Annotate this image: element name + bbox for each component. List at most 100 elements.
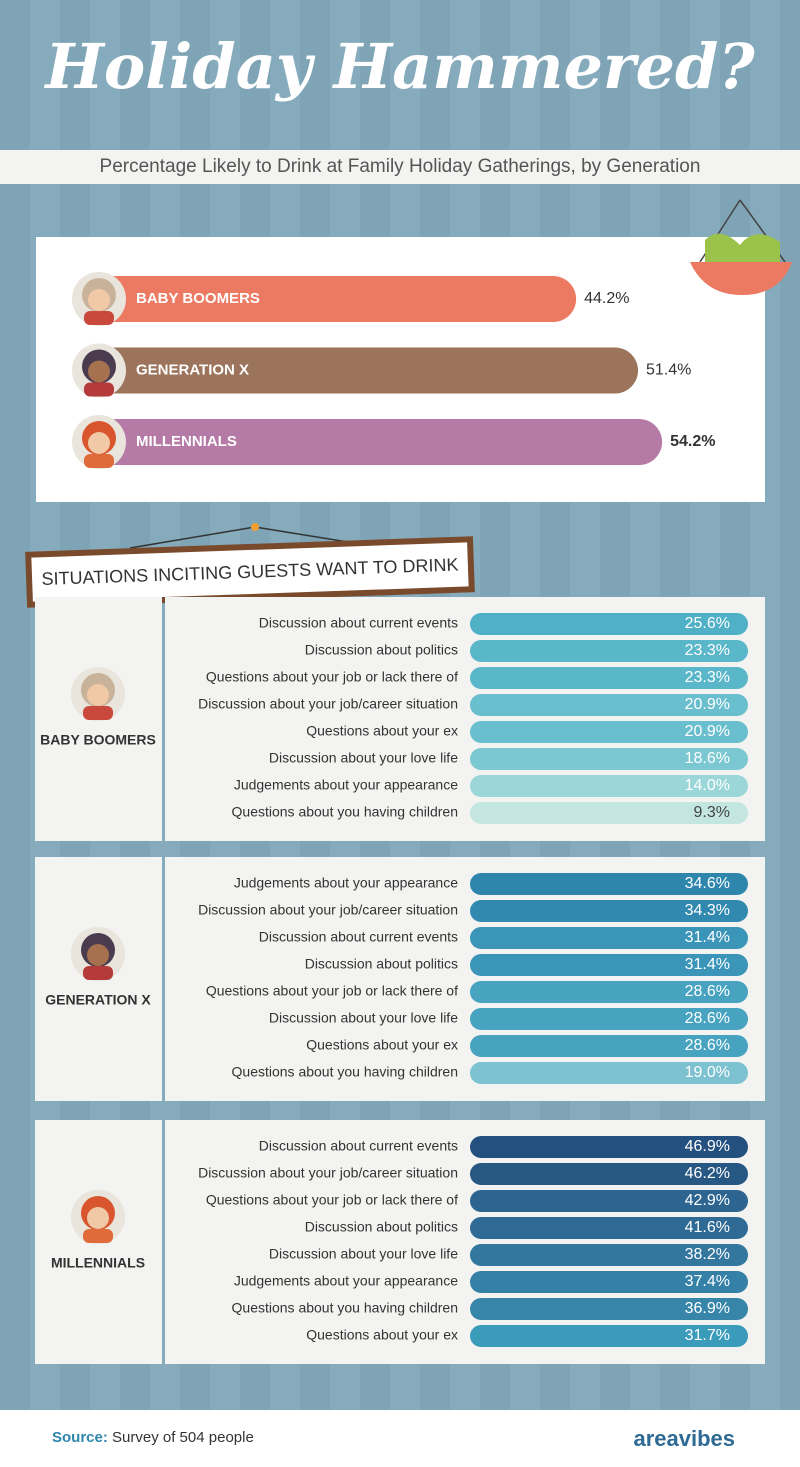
row-value: 19.0% xyxy=(685,1064,730,1081)
row-pill xyxy=(470,1271,748,1293)
panel-box xyxy=(165,857,765,1101)
row-value: 23.3% xyxy=(685,669,730,686)
avatar-face xyxy=(88,289,110,311)
row-label: Discussion about politics xyxy=(305,642,458,658)
row-pill xyxy=(470,1062,748,1084)
row-value: 23.3% xyxy=(685,642,730,659)
source-text: Survey of 504 people xyxy=(112,1429,254,1446)
row-pill xyxy=(470,613,748,635)
avatar xyxy=(71,667,125,721)
row-label: Questions about your job or lack there o… xyxy=(206,983,458,999)
row-value: 37.4% xyxy=(685,1273,730,1290)
row-pill xyxy=(470,1244,748,1266)
subtitle: Percentage Likely to Drink at Family Hol… xyxy=(100,156,701,177)
row-label: Questions about your ex xyxy=(306,1037,458,1053)
category-label: BABY BOOMERS xyxy=(136,290,260,307)
row-pill xyxy=(470,667,748,689)
avatar xyxy=(72,272,126,326)
avatar-body xyxy=(83,706,113,720)
avatar-face xyxy=(88,432,110,454)
avatar-body xyxy=(83,1229,113,1243)
row-value: 34.3% xyxy=(685,902,730,919)
bar xyxy=(75,347,639,394)
footer xyxy=(0,1410,800,1462)
row-pill xyxy=(470,900,748,922)
row-value: 31.4% xyxy=(685,956,730,973)
row-value: 28.6% xyxy=(685,1037,730,1054)
row-pill xyxy=(470,981,748,1003)
avatar-face xyxy=(87,1207,109,1229)
avatar-body xyxy=(84,311,114,325)
row-pill xyxy=(470,873,748,895)
row-pill xyxy=(470,1217,748,1239)
row-value: 42.9% xyxy=(685,1192,730,1209)
brand: areavibes xyxy=(633,1426,735,1451)
row-value: 9.3% xyxy=(694,804,730,821)
avatar xyxy=(72,415,126,469)
row-label: Questions about your ex xyxy=(306,1327,458,1343)
avatar-body xyxy=(83,966,113,980)
row-label: Discussion about your job/career situati… xyxy=(198,1165,458,1181)
avatar-face xyxy=(88,360,110,383)
footer-source: Source: Survey of 504 people xyxy=(52,1429,254,1446)
row-label: Questions about your ex xyxy=(306,723,458,739)
value-label: 54.2% xyxy=(670,433,715,450)
panel-box xyxy=(165,597,765,841)
row-value: 41.6% xyxy=(685,1219,730,1236)
row-label: Questions about you having children xyxy=(232,804,458,820)
row-value: 31.4% xyxy=(685,929,730,946)
row-pill xyxy=(470,748,748,770)
row-value: 38.2% xyxy=(685,1246,730,1263)
title: Holiday Hammered? xyxy=(43,30,755,103)
row-label: Discussion about your love life xyxy=(269,1246,458,1262)
bar xyxy=(75,419,663,465)
row-pill xyxy=(470,1325,748,1347)
subtitle-band xyxy=(0,150,800,184)
value-label: 51.4% xyxy=(646,362,691,379)
row-pill xyxy=(470,1035,748,1057)
bar xyxy=(75,276,577,322)
panel-box xyxy=(165,1120,765,1364)
row-value: 46.9% xyxy=(685,1138,730,1155)
row-label: Discussion about your job/career situati… xyxy=(198,696,458,712)
avatar-face xyxy=(87,944,109,966)
row-pill xyxy=(470,802,748,824)
row-label: Questions about you having children xyxy=(232,1064,458,1080)
category-label: MILLENNIALS xyxy=(136,433,237,450)
sign: SITUATIONS INCITING GUESTS WANT TO DRINK xyxy=(25,523,475,608)
avatar-face xyxy=(87,684,109,706)
row-label: Discussion about current events xyxy=(259,929,458,945)
row-label: Discussion about your love life xyxy=(269,1010,458,1026)
row-label: Judgements about your appearance xyxy=(234,875,458,891)
avatar-body xyxy=(84,382,114,397)
row-value: 28.6% xyxy=(685,1010,730,1027)
row-pill xyxy=(470,640,748,662)
row-label: Discussion about politics xyxy=(305,1219,458,1235)
row-pill xyxy=(470,721,748,743)
row-pill xyxy=(470,954,748,976)
avatar xyxy=(72,343,126,398)
row-value: 34.6% xyxy=(685,875,730,892)
avatar-body xyxy=(84,454,114,468)
row-label: Judgements about your appearance xyxy=(234,1273,458,1289)
row-label: Discussion about current events xyxy=(259,615,458,631)
panel-name: MILLENNIALS xyxy=(51,1255,145,1271)
row-value: 28.6% xyxy=(685,983,730,1000)
panel-name: BABY BOOMERS xyxy=(40,732,156,748)
row-value: 14.0% xyxy=(685,777,730,794)
row-pill xyxy=(470,927,748,949)
row-value: 36.9% xyxy=(685,1300,730,1317)
row-pill xyxy=(470,775,748,797)
plant xyxy=(690,199,792,295)
row-pill xyxy=(470,1008,748,1030)
row-pill xyxy=(470,1163,748,1185)
row-value: 20.9% xyxy=(685,696,730,713)
row-label: Discussion about your job/career situati… xyxy=(198,902,458,918)
row-label: Judgements about your appearance xyxy=(234,777,458,793)
row-value: 31.7% xyxy=(685,1327,730,1344)
row-pill xyxy=(470,1136,748,1158)
row-pill xyxy=(470,1190,748,1212)
source-label: Source: xyxy=(52,1429,108,1446)
avatar xyxy=(71,927,125,981)
